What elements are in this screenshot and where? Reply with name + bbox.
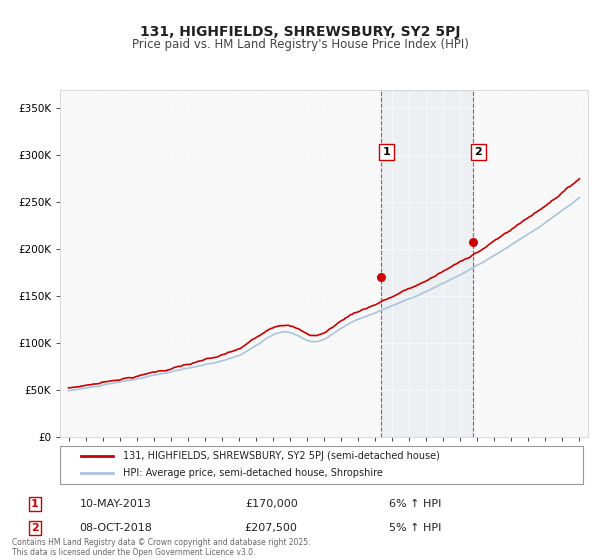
Text: 131, HIGHFIELDS, SHREWSBURY, SY2 5PJ: 131, HIGHFIELDS, SHREWSBURY, SY2 5PJ <box>140 25 460 39</box>
Text: Price paid vs. HM Land Registry's House Price Index (HPI): Price paid vs. HM Land Registry's House … <box>131 38 469 51</box>
Text: 6% ↑ HPI: 6% ↑ HPI <box>389 499 442 509</box>
Point <box>376 273 386 282</box>
Bar <box>381 90 473 437</box>
Text: £170,000: £170,000 <box>245 499 298 509</box>
Text: 1: 1 <box>382 147 390 157</box>
Point <box>469 237 478 246</box>
Text: 08-OCT-2018: 08-OCT-2018 <box>79 523 152 533</box>
Text: HPI: Average price, semi-detached house, Shropshire: HPI: Average price, semi-detached house,… <box>124 468 383 478</box>
Text: 131, HIGHFIELDS, SHREWSBURY, SY2 5PJ (semi-detached house): 131, HIGHFIELDS, SHREWSBURY, SY2 5PJ (se… <box>124 451 440 461</box>
FancyBboxPatch shape <box>60 446 583 484</box>
Text: 2: 2 <box>475 147 482 157</box>
Text: 10-MAY-2013: 10-MAY-2013 <box>80 499 152 509</box>
Text: £207,500: £207,500 <box>245 523 298 533</box>
Text: Contains HM Land Registry data © Crown copyright and database right 2025.
This d: Contains HM Land Registry data © Crown c… <box>12 538 311 557</box>
Text: 1: 1 <box>31 499 39 509</box>
Text: 5% ↑ HPI: 5% ↑ HPI <box>389 523 442 533</box>
Text: 2: 2 <box>31 523 39 533</box>
